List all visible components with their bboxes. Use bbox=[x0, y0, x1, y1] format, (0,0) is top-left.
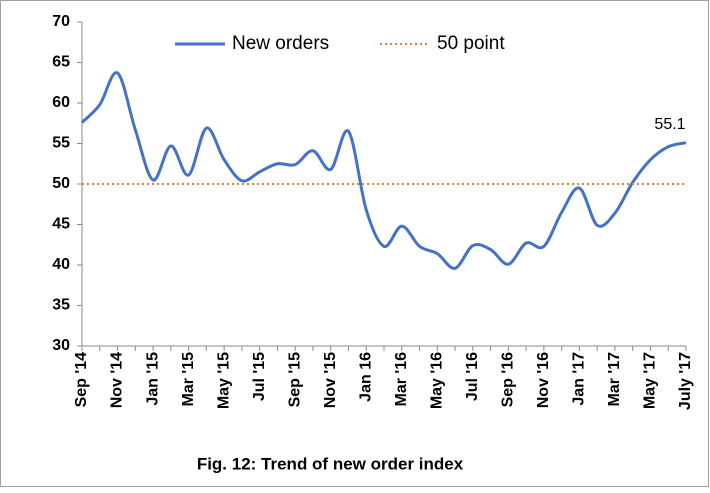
y-tick-label: 50 bbox=[52, 175, 70, 192]
data-label: 55.1 bbox=[654, 116, 685, 133]
legend-label: New orders bbox=[232, 33, 329, 54]
x-tick-label: Sep '15 bbox=[286, 352, 303, 407]
y-tick-label: 55 bbox=[52, 135, 70, 152]
y-tick-label: 45 bbox=[52, 216, 70, 233]
x-tick-label: Jan '17 bbox=[571, 352, 588, 406]
y-tick-label: 30 bbox=[52, 337, 70, 354]
series-line bbox=[80, 71, 687, 270]
x-tick-label: May '17 bbox=[642, 352, 659, 409]
x-tick-label: Sep '16 bbox=[500, 352, 517, 407]
x-tick-label: Mar '15 bbox=[180, 352, 197, 407]
x-tick-label: Jan '15 bbox=[144, 352, 161, 406]
x-tick-label: Jan 16 bbox=[357, 352, 374, 402]
legend-label: 50 point bbox=[437, 33, 505, 54]
x-tick-label: Sep '14 bbox=[73, 352, 90, 407]
y-tick-label: 70 bbox=[52, 13, 70, 30]
x-tick-label: May '16 bbox=[429, 352, 446, 409]
x-tick-label: Jul '16 bbox=[464, 352, 481, 401]
x-tick-label: Mar '17 bbox=[606, 352, 623, 407]
y-tick-label: 40 bbox=[52, 256, 70, 273]
x-tick-label: May '15 bbox=[215, 352, 232, 409]
x-tick-label: Jul '15 bbox=[251, 352, 268, 401]
y-tick-label: 65 bbox=[52, 54, 70, 71]
x-tick-label: Nov '16 bbox=[535, 352, 552, 408]
x-tick-label: July '17 bbox=[677, 352, 694, 410]
x-tick-label: Nov '14 bbox=[109, 352, 126, 408]
x-tick-label: Mar '16 bbox=[393, 352, 410, 407]
y-tick-label: 35 bbox=[52, 297, 70, 314]
chart-title: Fig. 12: Trend of new order index bbox=[197, 454, 464, 473]
y-tick-label: 60 bbox=[52, 94, 70, 111]
x-tick-label: Nov '15 bbox=[322, 352, 339, 408]
